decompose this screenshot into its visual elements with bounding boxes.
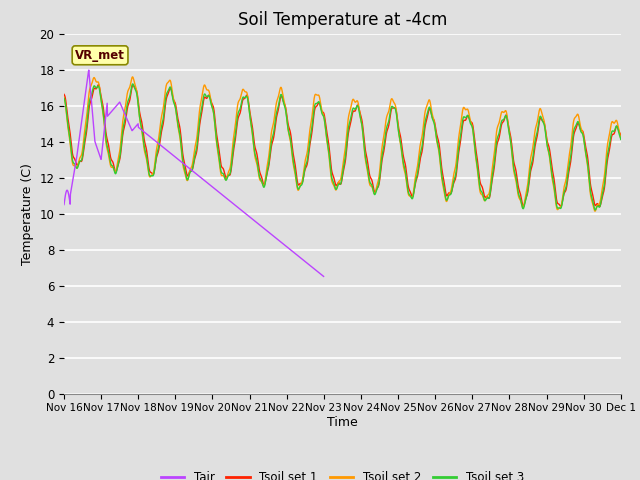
Legend: Tair, Tsoil set 1, Tsoil set 2, Tsoil set 3: Tair, Tsoil set 1, Tsoil set 2, Tsoil se… (156, 466, 529, 480)
Y-axis label: Temperature (C): Temperature (C) (20, 163, 34, 264)
Text: VR_met: VR_met (75, 49, 125, 62)
Title: Soil Temperature at -4cm: Soil Temperature at -4cm (237, 11, 447, 29)
X-axis label: Time: Time (327, 416, 358, 429)
